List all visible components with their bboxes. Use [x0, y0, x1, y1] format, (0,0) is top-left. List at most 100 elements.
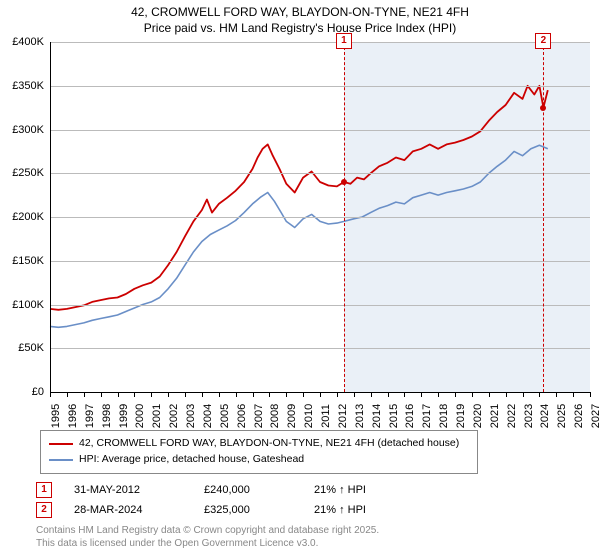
x-tick: [168, 392, 169, 397]
x-tick: [371, 392, 372, 397]
x-axis-label: 2010: [303, 404, 315, 428]
x-axis-label: 2027: [590, 404, 600, 428]
x-tick: [354, 392, 355, 397]
marker-label-1: 1: [36, 482, 52, 498]
gridline: [50, 261, 590, 262]
marker-box-1: 1: [336, 33, 352, 49]
x-axis-label: 2016: [404, 404, 416, 428]
y-axis-label: £0: [32, 386, 44, 398]
x-axis-label: 2020: [472, 404, 484, 428]
x-tick: [67, 392, 68, 397]
x-tick: [337, 392, 338, 397]
legend-label-1: 42, CROMWELL FORD WAY, BLAYDON-ON-TYNE, …: [79, 436, 459, 452]
x-tick: [101, 392, 102, 397]
x-tick: [539, 392, 540, 397]
marker-label-2: 2: [36, 502, 52, 518]
gridline: [50, 173, 590, 174]
x-tick: [523, 392, 524, 397]
gridline: [50, 130, 590, 131]
x-tick: [269, 392, 270, 397]
marker-vline: [344, 42, 345, 392]
legend-item: HPI: Average price, detached house, Gate…: [49, 452, 469, 468]
x-tick: [404, 392, 405, 397]
x-tick: [489, 392, 490, 397]
chart-title: 42, CROMWELL FORD WAY, BLAYDON-ON-TYNE, …: [0, 0, 600, 36]
x-tick: [320, 392, 321, 397]
legend-item: 42, CROMWELL FORD WAY, BLAYDON-ON-TYNE, …: [49, 436, 469, 452]
x-axis-label: 2014: [371, 404, 383, 428]
x-axis-label: 2017: [421, 404, 433, 428]
y-axis-label: £50K: [18, 342, 44, 354]
x-tick: [388, 392, 389, 397]
x-axis-label: 2002: [168, 404, 180, 428]
x-axis-label: 2000: [134, 404, 146, 428]
gridline: [50, 42, 590, 43]
transactions-table: 1 31-MAY-2012 £240,000 21% ↑ HPI 2 28-MA…: [36, 480, 424, 520]
table-row: 2 28-MAR-2024 £325,000 21% ↑ HPI: [36, 500, 424, 520]
x-axis-label: 2003: [185, 404, 197, 428]
x-axis-label: 2015: [388, 404, 400, 428]
txn-pct-1: 21% ↑ HPI: [314, 484, 424, 496]
x-tick: [303, 392, 304, 397]
title-line-2: Price paid vs. HM Land Registry's House …: [0, 20, 600, 36]
legend-swatch-1: [49, 443, 73, 445]
x-axis-label: 2024: [539, 404, 551, 428]
footer-line-2: This data is licensed under the Open Gov…: [36, 537, 379, 550]
y-axis-label: £200K: [12, 211, 44, 223]
x-tick: [185, 392, 186, 397]
x-axis-label: 2007: [253, 404, 265, 428]
x-axis-label: 2022: [506, 404, 518, 428]
x-tick: [573, 392, 574, 397]
marker-dot-1: [341, 179, 347, 185]
table-row: 1 31-MAY-2012 £240,000 21% ↑ HPI: [36, 480, 424, 500]
x-axis-label: 1998: [101, 404, 113, 428]
x-tick: [421, 392, 422, 397]
x-axis-label: 2005: [219, 404, 231, 428]
x-axis-label: 1996: [67, 404, 79, 428]
x-tick: [590, 392, 591, 397]
x-tick: [438, 392, 439, 397]
x-tick: [236, 392, 237, 397]
gridline: [50, 86, 590, 87]
txn-price-2: £325,000: [204, 504, 314, 516]
y-axis-label: £300K: [12, 124, 44, 136]
x-axis-label: 2008: [269, 404, 281, 428]
x-tick: [202, 392, 203, 397]
gridline: [50, 305, 590, 306]
x-tick: [134, 392, 135, 397]
y-axis-label: £250K: [12, 167, 44, 179]
legend-swatch-2: [49, 459, 73, 461]
plot-area: £0£50K£100K£150K£200K£250K£300K£350K£400…: [50, 42, 590, 392]
x-axis-label: 2021: [489, 404, 501, 428]
x-axis-label: 2026: [573, 404, 585, 428]
x-tick: [253, 392, 254, 397]
series-property: [50, 86, 548, 310]
y-axis-label: £350K: [12, 80, 44, 92]
x-tick: [556, 392, 557, 397]
x-tick: [84, 392, 85, 397]
txn-pct-2: 21% ↑ HPI: [314, 504, 424, 516]
x-tick: [472, 392, 473, 397]
legend-box: 42, CROMWELL FORD WAY, BLAYDON-ON-TYNE, …: [40, 430, 478, 474]
x-axis-label: 1995: [50, 404, 62, 428]
x-axis-label: 2012: [337, 404, 349, 428]
txn-date-2: 28-MAR-2024: [74, 504, 204, 516]
x-axis-label: 2019: [455, 404, 467, 428]
x-tick: [50, 392, 51, 397]
title-line-1: 42, CROMWELL FORD WAY, BLAYDON-ON-TYNE, …: [0, 4, 600, 20]
y-axis-label: £100K: [12, 299, 44, 311]
gridline: [50, 348, 590, 349]
x-tick: [118, 392, 119, 397]
y-axis-label: £400K: [12, 36, 44, 48]
x-tick: [219, 392, 220, 397]
x-axis-label: 1999: [118, 404, 130, 428]
x-tick: [286, 392, 287, 397]
x-axis-label: 2004: [202, 404, 214, 428]
y-axis-label: £150K: [12, 255, 44, 267]
marker-dot-2: [540, 105, 546, 111]
x-tick: [151, 392, 152, 397]
footer-line-1: Contains HM Land Registry data © Crown c…: [36, 524, 379, 537]
x-tick: [455, 392, 456, 397]
txn-date-1: 31-MAY-2012: [74, 484, 204, 496]
x-axis-label: 2009: [286, 404, 298, 428]
